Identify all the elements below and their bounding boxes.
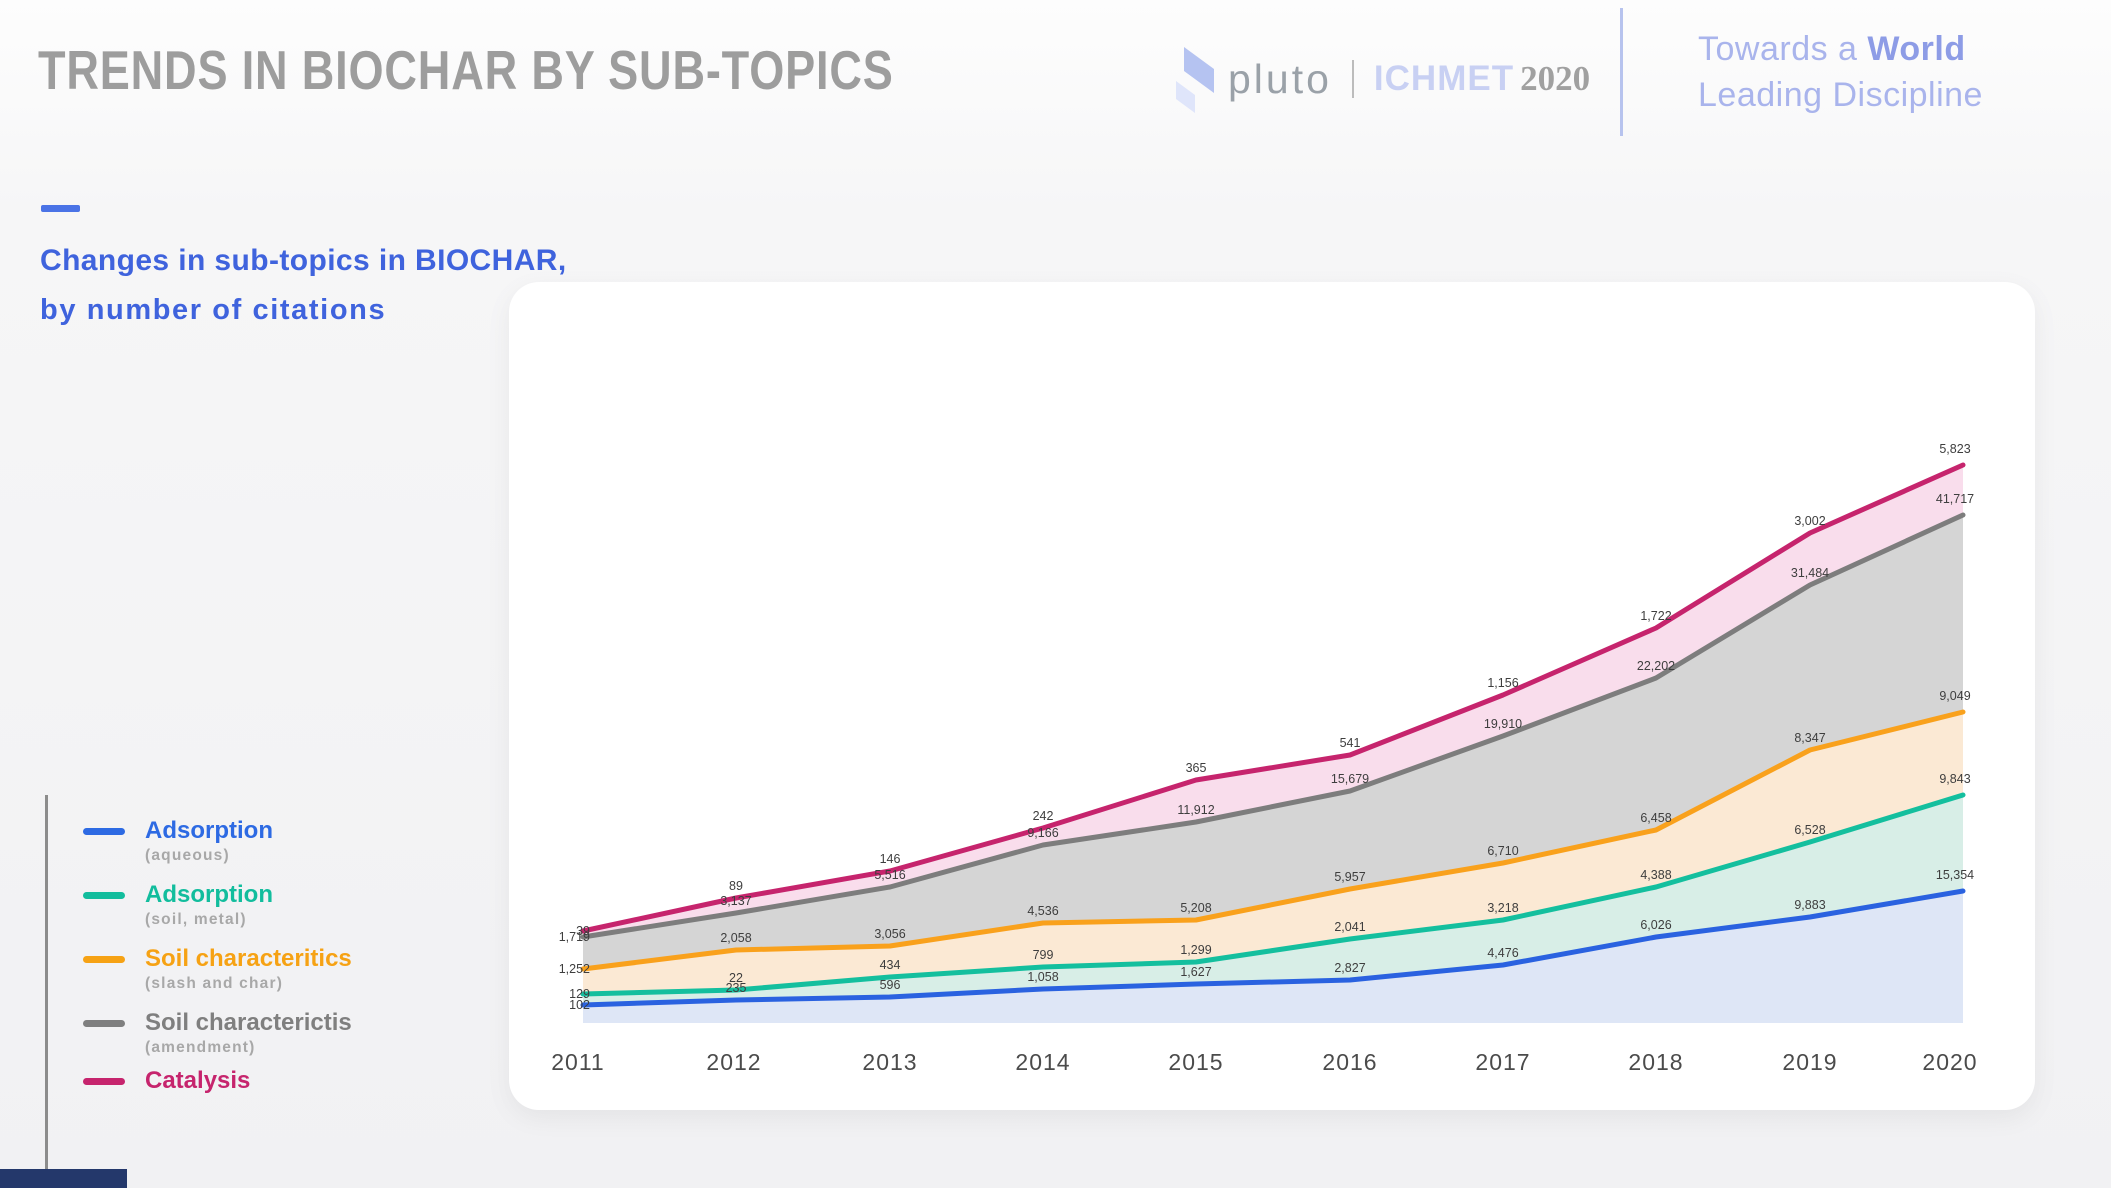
event-logo-year: 2020 (1520, 59, 1591, 98)
subtitle-line2: by number of citations (40, 294, 387, 326)
subtitle-line1: Changes in sub-topics in BIOCHAR, (40, 244, 567, 277)
legend-item: Adsorption (soil, metal) (83, 882, 273, 929)
legend-item: Adsorption (aqueous) (83, 818, 273, 865)
event-logo-text: ICHMET (1373, 59, 1515, 98)
page-title: TRENDS IN BIOCHAR BY SUB-TOPICS (38, 39, 894, 101)
tagline-line1: Towards a World (1698, 30, 1966, 68)
legend-item: Catalysis (83, 1068, 250, 1094)
legend-text: Catalysis (145, 1068, 250, 1094)
legend-swatch (83, 1078, 125, 1085)
legend-text: Adsorption (aqueous) (145, 818, 273, 865)
legend-item: Soil characteritics (slash and char) (83, 946, 352, 993)
pluto-logo: pluto ICHMET 2020 (1176, 44, 1590, 114)
logo-divider (1351, 60, 1354, 98)
chart-subtitle: Changes in sub-topics in BIOCHAR, by num… (40, 244, 567, 327)
chart-card (509, 282, 2035, 1110)
pluto-logo-text: pluto (1228, 55, 1332, 102)
legend-text: Soil characteritics (slash and char) (145, 946, 352, 993)
legend-label: Catalysis (145, 1067, 251, 1094)
legend-swatch (83, 1020, 125, 1027)
legend-label: Soil characteritics (145, 945, 352, 972)
legend-swatch (83, 956, 125, 963)
header-divider-line (1620, 8, 1623, 136)
legend-rule (45, 795, 48, 1188)
legend-sublabel: (soil, metal) (145, 911, 247, 928)
accent-dash (41, 205, 80, 212)
legend-label: Adsorption (145, 881, 273, 908)
legend-text: Soil characterictis (amendment) (145, 1010, 352, 1057)
tagline-line2: Leading Discipline (1698, 76, 1983, 114)
pluto-logo-icon (1176, 47, 1214, 113)
bottom-accent-bar (0, 1169, 127, 1188)
legend-label: Soil characterictis (145, 1009, 352, 1036)
legend-label: Adsorption (145, 817, 273, 844)
legend-item: Soil characterictis (amendment) (83, 1010, 352, 1057)
tagline: Towards a World Leading Discipline (1698, 26, 1983, 118)
legend-swatch (83, 828, 125, 835)
legend-sublabel: (slash and char) (145, 975, 284, 992)
legend-sublabel: (aqueous) (145, 847, 230, 864)
legend-swatch (83, 892, 125, 899)
legend-sublabel: (amendment) (145, 1039, 256, 1056)
legend-text: Adsorption (soil, metal) (145, 882, 273, 929)
